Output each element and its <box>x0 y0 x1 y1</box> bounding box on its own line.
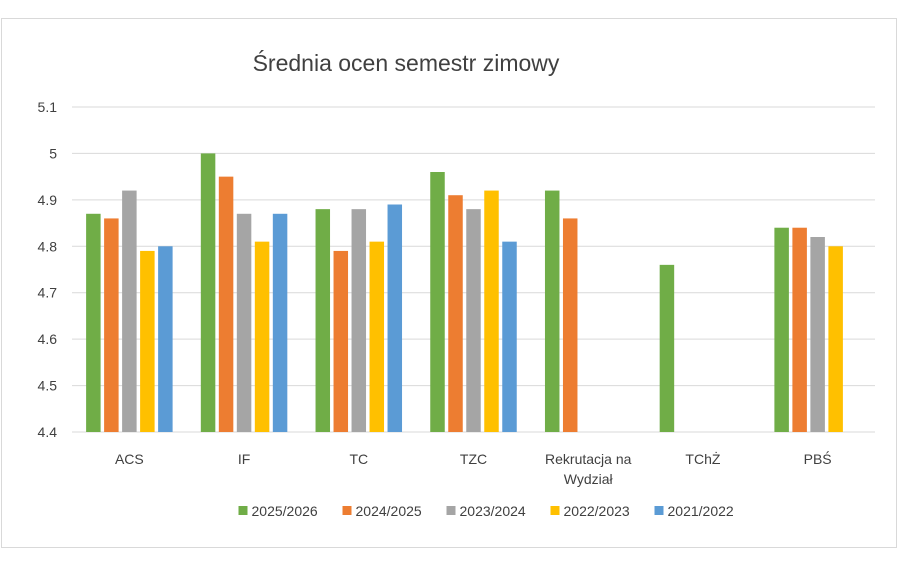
bar <box>430 172 445 432</box>
x-tick-label: ACS <box>115 451 144 467</box>
y-tick-label: 4.9 <box>38 192 58 208</box>
y-tick-label: 4.6 <box>38 331 58 347</box>
x-tick-label: IF <box>238 451 250 467</box>
bar <box>272 213 288 432</box>
legend-swatch <box>238 506 248 515</box>
bar <box>158 246 173 432</box>
bar <box>387 204 403 432</box>
bar <box>86 213 101 432</box>
y-tick-label: 4.7 <box>38 285 58 301</box>
legend-label: 2022/2023 <box>564 503 630 519</box>
bar <box>369 241 385 432</box>
y-tick-label: 5 <box>49 145 57 161</box>
x-tick-label: Rekrutacja na <box>545 451 632 467</box>
bar <box>828 246 843 432</box>
legend-label: 2024/2025 <box>356 503 422 519</box>
bar <box>562 218 578 432</box>
legend-swatch <box>550 506 560 515</box>
bar <box>502 241 517 432</box>
bar <box>315 209 331 432</box>
legend: 2025/2026 2024/2025 2023/2024 2022/2023 2021… <box>238 503 734 519</box>
y-axis-tick-labels: 4.4 4.5 4.6 4.7 4.8 4.9 5 5.1 <box>38 99 58 440</box>
x-tick-label: TChŻ <box>685 450 720 467</box>
bar <box>122 190 137 432</box>
bar <box>544 190 560 432</box>
y-tick-label: 4.5 <box>38 378 58 394</box>
bar <box>659 264 675 432</box>
chart-frame: Średnia ocen semestr zimowy 4.4 4.5 4.6 4.7… <box>1 18 897 548</box>
y-tick-label: 5.1 <box>38 99 58 115</box>
chart: Średnia ocen semestr zimowy 4.4 4.5 4.6 4.7… <box>38 49 875 519</box>
bar <box>351 209 367 432</box>
legend-swatch <box>654 506 664 515</box>
x-axis-tick-labels: ACS IF TC TZC Rekrutacja na Wydział TChŻ PBŚ <box>115 450 832 487</box>
bar <box>448 195 463 432</box>
legend-label: 2023/2024 <box>460 503 526 519</box>
x-tick-label: TC <box>349 451 368 467</box>
bar <box>333 250 349 432</box>
legend-swatch <box>446 506 456 515</box>
bar <box>774 227 789 432</box>
legend-swatch <box>342 506 352 515</box>
bar <box>792 227 807 432</box>
x-tick-label: TZC <box>460 451 487 467</box>
y-tick-label: 4.4 <box>38 424 58 440</box>
bar <box>104 218 119 432</box>
x-tick-label: Wydział <box>564 471 614 487</box>
bar <box>484 190 499 432</box>
bars <box>86 153 843 432</box>
bar <box>254 241 270 432</box>
bar <box>140 250 155 432</box>
y-tick-label: 4.8 <box>38 238 58 254</box>
legend-label: 2021/2022 <box>668 503 734 519</box>
chart-title: Średnia ocen semestr zimowy <box>253 49 560 76</box>
bar <box>200 153 216 432</box>
bar <box>218 176 234 432</box>
bar <box>810 237 825 432</box>
legend-label: 2025/2026 <box>252 503 318 519</box>
bar <box>466 209 481 432</box>
x-tick-label: PBŚ <box>804 450 832 467</box>
bar <box>236 213 252 432</box>
